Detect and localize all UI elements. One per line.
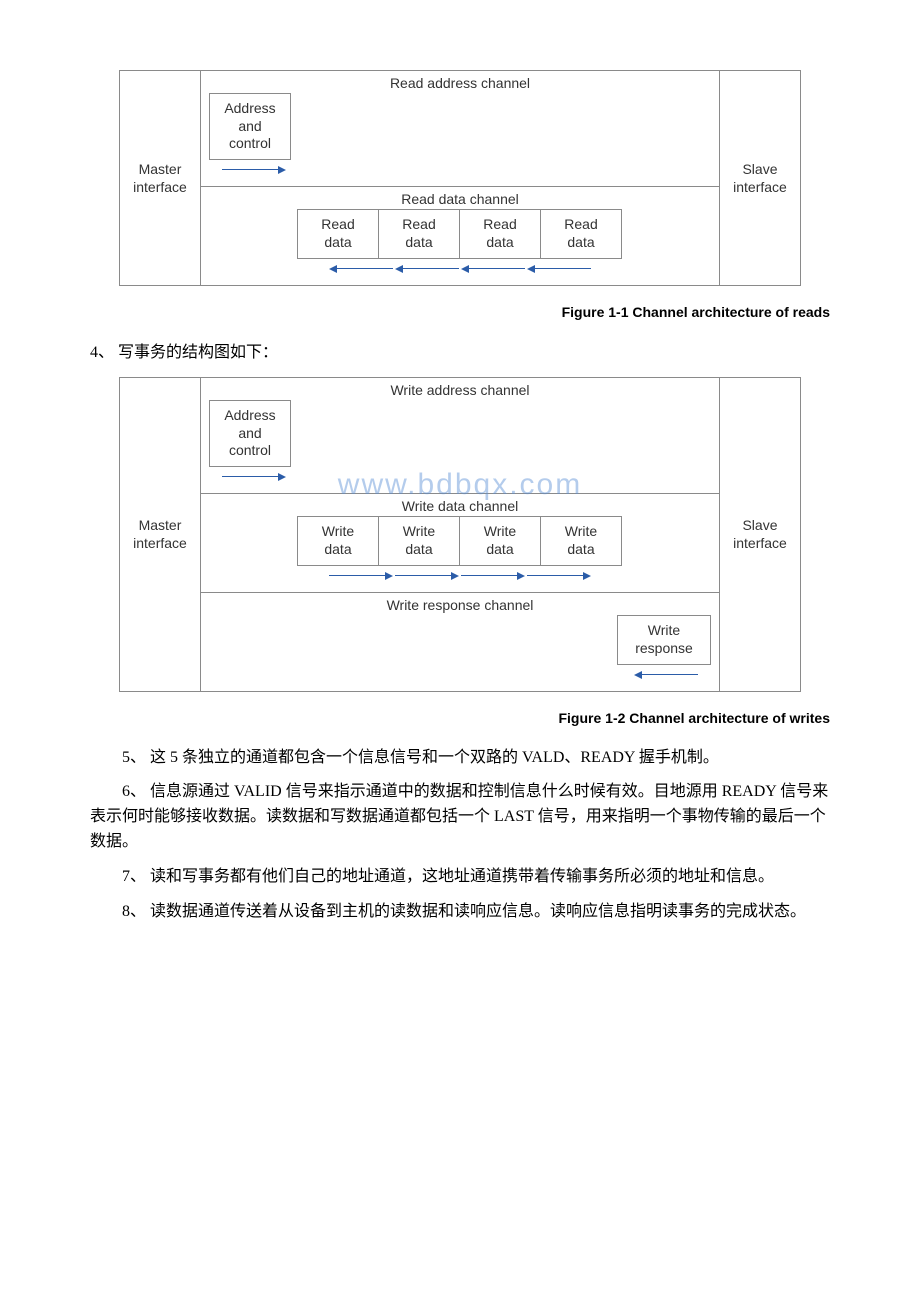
arrow-right-icon	[222, 471, 286, 483]
arrow-left-icon	[527, 263, 591, 275]
arrow-right-icon	[222, 164, 286, 176]
read-data-channel: Read data channel Read data Read data Re…	[201, 187, 719, 285]
write-response-channel: Write response channel Write response	[201, 593, 719, 691]
arrow-right-icon	[329, 570, 393, 582]
read-data-box: Read data	[540, 209, 622, 259]
read-data-box: Read data	[459, 209, 541, 259]
write-channels: Write address channel Address and contro…	[201, 378, 719, 691]
master-interface-label: Master interface	[120, 71, 201, 285]
figure-1-2-caption: Figure 1-2 Channel architecture of write…	[90, 710, 830, 726]
write-data-box: Write data	[540, 516, 622, 566]
address-control-box: Address and control	[209, 400, 291, 467]
arrow-right-icon	[461, 570, 525, 582]
arrow-left-icon	[634, 669, 698, 681]
read-channels: Read address channel Address and control…	[201, 71, 719, 285]
arrow-left-icon	[395, 263, 459, 275]
read-data-box: Read data	[297, 209, 379, 259]
slave-interface-label: Slave interface	[719, 71, 800, 285]
paragraph-7: 7、 读和写事务都有他们自己的地址通道，这地址通道携带着传输事务所必须的地址和信…	[90, 865, 830, 890]
channel-title: Write address channel	[201, 378, 719, 400]
channel-title: Read address channel	[201, 71, 719, 93]
figure-1-1-caption: Figure 1-1 Channel architecture of reads	[90, 304, 830, 320]
slave-interface-label: Slave interface	[719, 378, 800, 691]
write-address-channel: Write address channel Address and contro…	[201, 378, 719, 494]
write-architecture-diagram: Master interface Write address channel A…	[119, 377, 801, 692]
paragraph-5: 5、 这 5 条独立的通道都包含一个信息信号和一个双路的 VALD、READY …	[90, 746, 830, 771]
read-architecture-diagram: Master interface Read address channel Ad…	[119, 70, 801, 286]
read-address-channel: Read address channel Address and control	[201, 71, 719, 187]
channel-title: Write response channel	[201, 593, 719, 615]
address-control-box: Address and control	[209, 93, 291, 160]
heading-4: 4、 写事务的结构图如下：	[90, 340, 830, 366]
arrow-left-icon	[461, 263, 525, 275]
paragraph-8: 8、 读数据通道传送着从设备到主机的读数据和读响应信息。读响应信息指明读事务的完…	[90, 900, 830, 925]
channel-title: Read data channel	[201, 187, 719, 209]
paragraph-6: 6、 信息源通过 VALID 信号来指示通道中的数据和控制信息什么时候有效。目地…	[90, 780, 830, 854]
arrow-right-icon	[527, 570, 591, 582]
write-response-box: Write response	[617, 615, 711, 665]
arrow-left-icon	[329, 263, 393, 275]
master-interface-label: Master interface	[120, 378, 201, 691]
write-data-box: Write data	[297, 516, 379, 566]
write-data-box: Write data	[459, 516, 541, 566]
read-data-box: Read data	[378, 209, 460, 259]
arrow-right-icon	[395, 570, 459, 582]
channel-title: Write data channel	[201, 494, 719, 516]
write-data-box: Write data	[378, 516, 460, 566]
write-data-channel: www.bdbqx.com Write data channel Write d…	[201, 494, 719, 593]
